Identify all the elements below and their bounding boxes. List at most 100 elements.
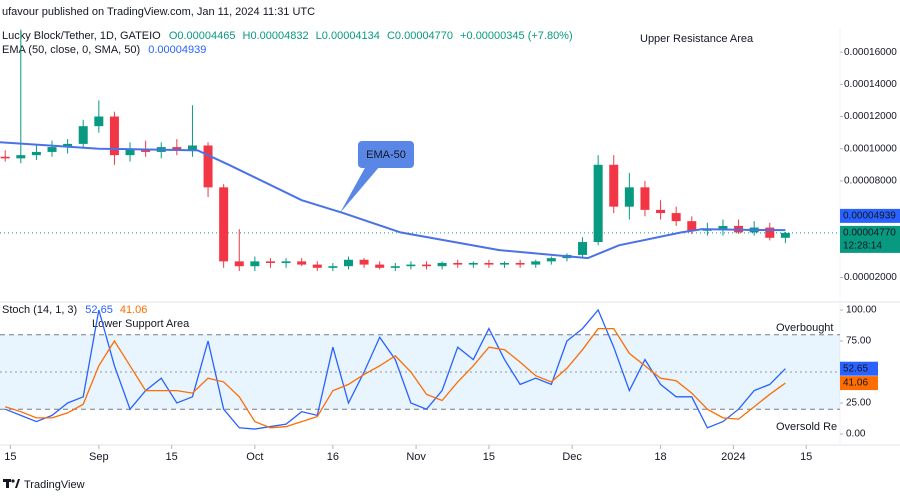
last-price-label: 0.00004770 (843, 228, 896, 239)
ema-price-box (840, 208, 900, 223)
candle-body (640, 187, 650, 210)
x-tick-label: 18 (654, 451, 666, 463)
stoch-line (4, 308, 786, 430)
candle-body (31, 151, 41, 156)
x-tick-label: Sep (89, 451, 109, 463)
candle-body (593, 164, 603, 243)
ema-legend: EMA (50, close, 0, SMA, 50) 0.00004939 (2, 44, 206, 56)
candle-body (390, 266, 400, 268)
x-tick-label: 16 (327, 451, 339, 463)
ohlc-close: C0.00004770 (387, 30, 453, 42)
stoch-line (5, 327, 786, 429)
y-tick-label: 25.00 (846, 398, 871, 409)
published-note: ufavour published on TradingView.com, Ja… (2, 6, 315, 18)
candle-body (609, 164, 619, 207)
candle-body (203, 145, 213, 188)
countdown-label: 12:28:14 (843, 241, 882, 252)
y-tick-label: 0.00012000 (844, 111, 897, 122)
candle-body (375, 264, 385, 268)
annotation: Oversold Re (776, 421, 837, 433)
logo-part (6, 479, 9, 488)
stoch-value-box (840, 376, 878, 391)
annotation: Lower Support Area (92, 318, 190, 330)
x-tick-label: 15 (166, 451, 178, 463)
y-tick-label: 0.00008000 (844, 176, 897, 187)
y-tick-label: 75.00 (846, 336, 871, 347)
stoch-value-box (840, 361, 878, 376)
footer-brand: TradingView (24, 479, 85, 491)
ohlc-low: L0.00004134 (316, 30, 380, 42)
candle-body (0, 156, 10, 159)
candle-body (328, 266, 338, 268)
candle-body (234, 261, 244, 267)
candle-body (765, 227, 775, 238)
candle-body (437, 262, 447, 267)
candle-body (500, 262, 510, 265)
candle-body (468, 262, 478, 265)
ohlc-change: +0.00000345 (+7.80%) (460, 30, 573, 42)
ohlc-high: H0.00004832 (243, 30, 309, 42)
candle-body (359, 259, 369, 265)
x-tick-label: 15 (483, 451, 495, 463)
candle-body (718, 225, 728, 230)
y-tick-label: 0.00016000 (844, 47, 897, 58)
x-tick-label: Dec (562, 451, 582, 463)
candle-body (780, 232, 790, 238)
price-legend: Lucky Block/Tether, 1D, GATEIO O0.000044… (2, 30, 573, 42)
candle-body (515, 262, 525, 265)
candle-body (671, 213, 681, 222)
candle-body (219, 187, 229, 262)
candle-body (250, 261, 260, 267)
candle-body (422, 264, 432, 267)
x-tick-label: 2024 (721, 451, 745, 463)
last-price-box (840, 225, 900, 253)
x-tick-label: Oct (246, 451, 263, 463)
candle-body (312, 264, 322, 268)
symbol-title: Lucky Block/Tether, 1D, GATEIO (2, 30, 161, 42)
candle-body (297, 261, 307, 265)
candle-body (484, 262, 494, 265)
ema-line (0, 141, 786, 260)
candle-body (531, 261, 541, 265)
ema-value: 0.00004939 (148, 44, 206, 56)
callout-box (358, 141, 414, 168)
candle-body (453, 262, 463, 265)
candle-body (16, 155, 26, 159)
footer-logo (3, 479, 20, 488)
candle-body (109, 116, 119, 156)
candle-body (78, 126, 88, 144)
candle-body (172, 147, 182, 151)
callout-pointer (340, 166, 380, 213)
candle-body (546, 258, 556, 262)
candle-body (281, 261, 291, 263)
y-tick-label: 0.00010000 (844, 143, 897, 154)
y-tick-label: 100.00 (846, 305, 877, 316)
x-tick-label: Nov (406, 451, 426, 463)
candle-body (125, 148, 135, 156)
logo-part (11, 479, 15, 483)
stoch-d-value: 41.06 (120, 304, 148, 316)
candle-body (406, 264, 416, 267)
ema-price-label: 0.00004939 (843, 211, 896, 222)
candle-body (578, 242, 588, 255)
stoch-value-label: 52.65 (843, 363, 868, 374)
ohlc-open: O0.00004465 (169, 30, 236, 42)
candle-body (187, 145, 197, 151)
x-tick-label: 15 (4, 451, 16, 463)
y-tick-label: 0.00002000 (844, 272, 897, 283)
candle-body (47, 147, 57, 152)
y-tick-label: 0.00 (846, 429, 866, 440)
x-tick-label: 15 (800, 451, 812, 463)
stoch-title: Stoch (14, 1, 3) (2, 304, 77, 316)
candle-body (63, 143, 73, 148)
logo-part (15, 479, 20, 488)
candle-body (656, 209, 666, 214)
candle-body (265, 261, 275, 263)
annotation: EMA-50 (366, 149, 406, 161)
ema-name: EMA (50, close, 0, SMA, 50) (2, 44, 140, 56)
annotation: Overbought (776, 322, 833, 334)
candle-body (343, 259, 353, 267)
stoch-legend: Stoch (14, 1, 3) 52.65 41.06 (2, 304, 147, 316)
candle-body (624, 187, 634, 207)
